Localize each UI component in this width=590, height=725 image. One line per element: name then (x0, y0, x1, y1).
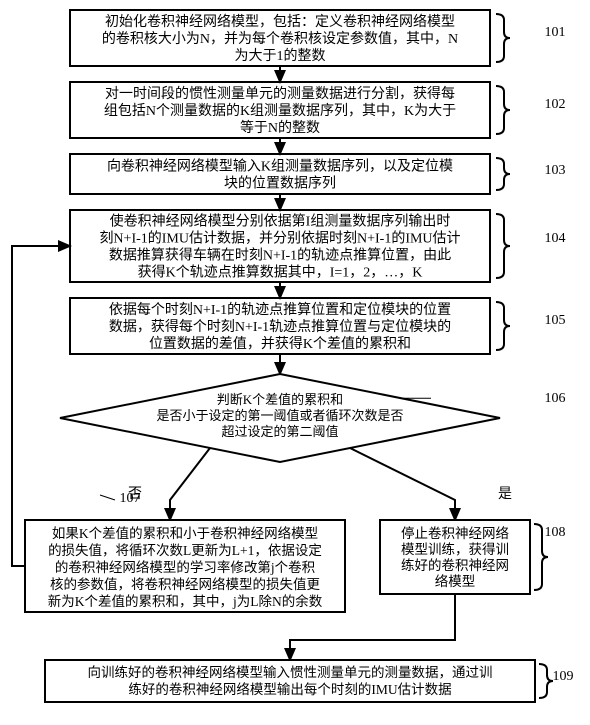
svg-text:的卷积神经网络模型的学习率修改第j个卷积: 的卷积神经网络模型的学习率修改第j个卷积 (55, 559, 315, 575)
svg-text:103: 103 (545, 163, 566, 178)
svg-text:102: 102 (545, 97, 566, 112)
svg-text:108: 108 (545, 525, 566, 540)
svg-text:104: 104 (545, 231, 566, 246)
svg-text:的卷积核大小为N，并为每个卷积核设定参数值，其中，N: 的卷积核大小为N，并为每个卷积核设定参数值，其中，N (102, 30, 458, 47)
svg-text:的损失值，将循环次数L更新为L+1，依据设定: 的损失值，将循环次数L更新为L+1，依据设定 (48, 543, 322, 558)
svg-text:向卷积神经网络模型输入K组测量数据序列，以及定位模: 向卷积神经网络模型输入K组测量数据序列，以及定位模 (107, 159, 453, 175)
svg-text:超过设定的第二阈值: 超过设定的第二阈值 (221, 424, 338, 439)
svg-text:向训练好的卷积神经网络模型输入惯性测量单元的测量数据，通过训: 向训练好的卷积神经网络模型输入惯性测量单元的测量数据，通过训 (88, 664, 493, 680)
svg-text:等于N的整数: 等于N的整数 (240, 119, 320, 136)
svg-text:107: 107 (120, 491, 141, 506)
svg-text:练好的卷积神经网: 练好的卷积神经网 (401, 558, 509, 573)
svg-text:为大于1的整数: 为大于1的整数 (235, 48, 326, 64)
svg-text:是否小于设定的第一阈值或者循环次数是否: 是否小于设定的第一阈值或者循环次数是否 (156, 408, 403, 423)
svg-text:使卷积神经网络模型分别依据第I组测量数据序列输出时: 使卷积神经网络模型分别依据第I组测量数据序列输出时 (110, 213, 451, 230)
svg-text:络模型: 络模型 (435, 574, 476, 589)
svg-text:数据，获得每个时刻N+I-1轨迹点推算位置与定位模块的: 数据，获得每个时刻N+I-1轨迹点推算位置与定位模块的 (109, 318, 451, 335)
svg-text:块的位置数据序列: 块的位置数据序列 (224, 176, 336, 192)
svg-text:依据每个时刻N+I-1的轨迹点推算位置和定位模块的位置: 依据每个时刻N+I-1的轨迹点推算位置和定位模块的位置 (109, 302, 451, 318)
svg-text:模型训练，获得训: 模型训练，获得训 (401, 541, 509, 557)
svg-text:核的参数值，将卷积神经网络模型的损失值更: 核的参数值，将卷积神经网络模型的损失值更 (50, 576, 320, 592)
svg-text:刻N+I-1的IMU估计数据，并分别依据时刻N+I-1的IM: 刻N+I-1的IMU估计数据，并分别依据时刻N+I-1的IMU估计 (99, 231, 460, 247)
svg-text:101: 101 (545, 25, 566, 40)
svg-text:判断K个差值的累积和: 判断K个差值的累积和 (217, 392, 343, 407)
svg-text:位置数据的差值，并获得K个差值的累积和: 位置数据的差值，并获得K个差值的累积和 (149, 335, 411, 352)
svg-text:是: 是 (498, 487, 512, 502)
svg-text:对一时间段的惯性测量单元的测量数据进行分割，获得每: 对一时间段的惯性测量单元的测量数据进行分割，获得每 (105, 85, 455, 102)
svg-text:获得K个轨迹点推算数据其中，I=1，2，…，K: 获得K个轨迹点推算数据其中，I=1，2，…，K (138, 264, 423, 281)
svg-text:组包括N个测量数据的K组测量数据序列，其中，K为大于: 组包括N个测量数据的K组测量数据序列，其中，K为大于 (104, 103, 456, 119)
svg-text:新为K个差值的累积和，其中，j为L除N的余数: 新为K个差值的累积和，其中，j为L除N的余数 (48, 593, 323, 609)
svg-text:如果K个差值的累积和小于卷积神经网络模型: 如果K个差值的累积和小于卷积神经网络模型 (52, 526, 318, 541)
svg-text:数据推算获得车辆在时刻N+I-1的轨迹点推算位置，由此: 数据推算获得车辆在时刻N+I-1的轨迹点推算位置，由此 (109, 247, 451, 264)
svg-text:停止卷积神经网络: 停止卷积神经网络 (401, 525, 509, 541)
svg-text:105: 105 (545, 313, 566, 328)
svg-text:109: 109 (553, 669, 574, 684)
svg-text:106: 106 (545, 391, 566, 406)
svg-text:初始化卷积神经网络模型，包括：定义卷积神经网络模型: 初始化卷积神经网络模型，包括：定义卷积神经网络模型 (105, 13, 455, 30)
svg-text:练好的卷积神经网络模型输出每个时刻的IMU估计数据: 练好的卷积神经网络模型输出每个时刻的IMU估计数据 (128, 682, 451, 697)
